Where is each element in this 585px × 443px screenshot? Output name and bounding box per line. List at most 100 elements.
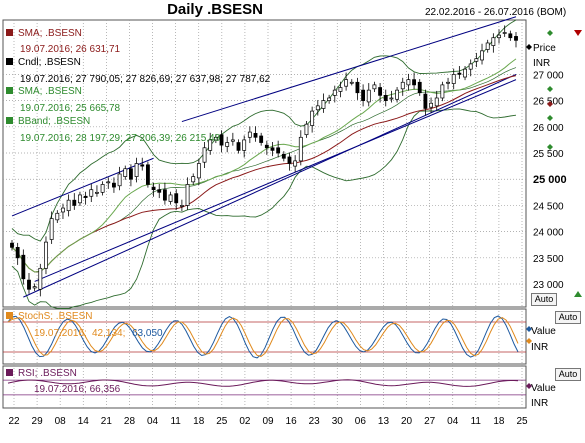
stochastic-lines [3, 315, 526, 359]
candle-body [78, 194, 82, 204]
candle-body [355, 81, 360, 94]
stoch-d-line [7, 316, 519, 357]
x-tick-label: 11 [471, 416, 482, 427]
legend-candle-values: 19.07.2016; 27 790,05; 27 826,69; 27 637… [20, 74, 271, 85]
ma-marker-icon [547, 115, 553, 121]
price-axis-label: Price [533, 43, 556, 54]
stoch-k-marker-icon [526, 326, 532, 332]
stoch-legend: StochS; .BSESN 19.07.2016; 42,134; 63,05… [6, 311, 163, 339]
candle-body [21, 254, 26, 280]
candle-body [463, 68, 467, 78]
stoch-legend-date: 19.07.2016; [34, 328, 87, 339]
x-tick-label: 18 [193, 416, 205, 427]
candle-body [497, 34, 501, 39]
x-tick-label: 30 [332, 416, 344, 427]
moving-averages [11, 58, 517, 273]
candle-body [89, 189, 94, 197]
candle-body [406, 79, 411, 86]
candle-body [174, 193, 179, 204]
rsi-marker-icon [526, 383, 532, 389]
legend-candle-label: Cndl; .BSESN [18, 57, 81, 68]
candle-body [44, 241, 48, 269]
candle-body [202, 147, 207, 163]
candle-body [191, 176, 196, 183]
candle-body [514, 36, 518, 41]
ma-marker-icon [547, 144, 553, 150]
rsi-unit-label: INR [531, 398, 548, 409]
rsi-value-label: Value [531, 383, 556, 394]
candle-body [213, 136, 218, 141]
rsi-auto-button[interactable]: Auto [555, 368, 581, 381]
main-auto-button[interactable]: Auto [531, 293, 557, 306]
legend-swatch [6, 312, 13, 319]
candle-body [134, 163, 139, 177]
stoch-auto-button[interactable]: Auto [555, 311, 581, 324]
candle-body [230, 139, 235, 142]
x-tick-label: 16 [286, 416, 298, 427]
candle-body [270, 147, 275, 151]
x-tick-label: 25 [216, 416, 228, 427]
y-tick-label: 26 000 [533, 123, 564, 134]
stoch-legend-value-k: 63,050 [132, 328, 163, 339]
candle-body [117, 173, 122, 187]
y-tick-label: 25 500 [533, 149, 564, 160]
stoch-value-label: Value [531, 326, 556, 337]
candle-body [168, 194, 173, 202]
legend-sma2-label: SMA; .BSESN [18, 86, 82, 97]
candlestick-series [10, 25, 518, 297]
candle-body [298, 136, 303, 162]
candle-body [208, 139, 213, 151]
candle-body [502, 32, 507, 34]
candle-body [468, 63, 473, 70]
gridlines [3, 20, 526, 408]
candle-body [508, 33, 513, 39]
channel-line [23, 73, 517, 298]
y-axis: 27 000 26 500 26 000 25 500 25 000 24 500 24 0… [533, 70, 567, 291]
candle-body [293, 160, 298, 167]
candle-body [179, 205, 184, 207]
candle-body [344, 79, 349, 87]
rsi-line [3, 379, 526, 396]
x-tick-label: 21 [101, 416, 113, 427]
scroll-up-arrow-icon [574, 291, 582, 297]
x-tick-label: 25 [516, 416, 528, 427]
sma-long-line [11, 75, 517, 273]
price-marker-icon [526, 44, 532, 50]
candle-body [38, 267, 43, 290]
candle-body [264, 144, 269, 149]
sma-marker-icon [547, 101, 553, 107]
rsi-line-path [7, 379, 519, 387]
stoch-unit-label: INR [531, 342, 548, 353]
y-tick-label: 27 000 [533, 70, 564, 81]
x-tick-label: 14 [78, 416, 90, 427]
channel-line [11, 157, 154, 217]
candle-body [55, 212, 60, 221]
legend-bband-values: 19.07.2016; 28 197,29; 27 206,39; 26 215… [20, 133, 221, 144]
candle-body [383, 95, 388, 101]
candle-body [95, 191, 99, 194]
candle-body [123, 168, 128, 177]
rsi-panel-frame [2, 365, 527, 409]
x-tick-label: 20 [401, 416, 413, 427]
candle-body [327, 97, 332, 101]
x-tick-label: 28 [124, 416, 136, 427]
candle-body [253, 133, 258, 138]
candle-body [83, 195, 88, 198]
candle-body [27, 279, 31, 290]
x-tick-label: 13 [378, 416, 390, 427]
axis-markers [526, 30, 582, 389]
candle-body [315, 105, 320, 111]
legend-swatch [6, 369, 13, 376]
legend-bband-label: BBand; .BSESN [18, 116, 90, 127]
legend-swatch [6, 58, 13, 65]
candle-body [112, 182, 116, 188]
x-tick-label: 18 [493, 416, 505, 427]
x-tick-label: 04 [447, 416, 459, 427]
candle-body [151, 186, 156, 191]
stoch-panel-frame [2, 308, 527, 365]
x-tick-label: 27 [424, 416, 436, 427]
candle-body [429, 102, 433, 108]
candle-body [389, 97, 394, 100]
candle-body [281, 153, 286, 159]
